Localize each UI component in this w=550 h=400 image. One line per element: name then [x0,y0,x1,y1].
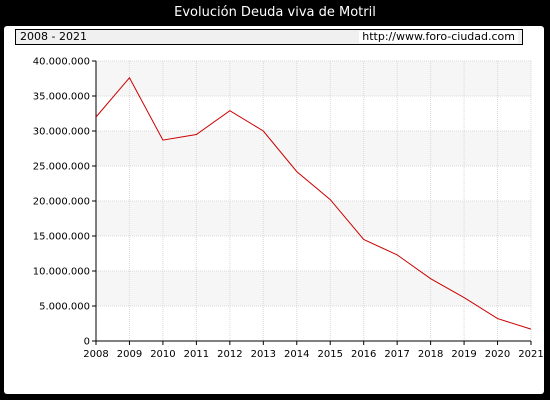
info-bar: 2008 - 2021 http://www.foro-ciudad.com [15,29,523,45]
plot-band [96,131,531,166]
x-tick-label: 2018 [418,349,443,360]
x-tick-label: 2015 [318,349,343,360]
y-tick-label: 15.000.000 [33,232,90,243]
chart-title: Evolución Deuda viva de Motril [174,5,376,20]
y-tick-label: 20.000.000 [33,197,90,208]
y-tick-label: 30.000.000 [33,127,90,138]
x-tick-label: 2011 [184,349,209,360]
x-tick-label: 2013 [251,349,276,360]
y-tick-label: 10.000.000 [33,267,90,278]
period-label: 2008 - 2021 [20,30,87,43]
x-tick-label: 2012 [217,349,242,360]
x-tick-label: 2019 [451,349,476,360]
y-tick-label: 25.000.000 [33,162,90,173]
plot-band [96,271,531,306]
plot-band [96,201,531,236]
x-tick-label: 2020 [485,349,510,360]
y-tick-label: 5.000.000 [39,302,90,313]
x-tick-label: 2016 [351,349,376,360]
plot-band [96,61,531,96]
x-tick-label: 2009 [117,349,142,360]
x-tick-label: 2008 [83,349,108,360]
series-line [95,76,532,330]
x-tick-label: 2017 [384,349,409,360]
x-tick-label: 2010 [150,349,175,360]
y-tick-label: 35.000.000 [33,92,90,103]
x-tick-label: 2021 [518,349,543,360]
y-tick-label: 0 [84,337,90,348]
x-tick-label: 2014 [284,349,309,360]
source-link[interactable]: http://www.foro-ciudad.com [359,31,518,43]
y-tick-label: 40.000.000 [33,57,90,68]
